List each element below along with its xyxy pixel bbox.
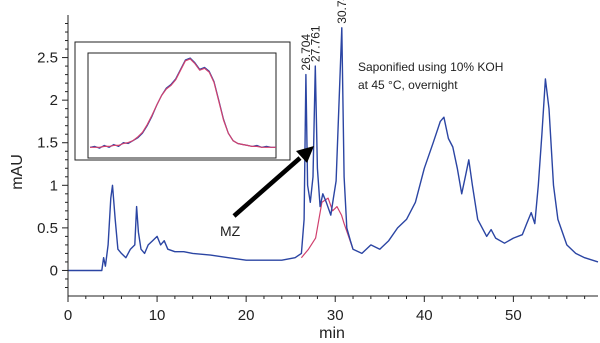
y-tick-label: 2 [50, 92, 58, 109]
y-tick-label: 0 [50, 262, 58, 279]
inset-trace-pink [90, 58, 276, 148]
x-tick-label: 0 [64, 307, 72, 324]
x-axis-title: min [319, 325, 345, 342]
x-tick-label: 40 [416, 307, 433, 324]
peak-label: 27.761 [308, 25, 322, 62]
axes: 0 10 20 30 40 50 0 0.5 1 1.5 2 2.5 [37, 15, 598, 324]
y-tick-label: 1.5 [37, 135, 58, 152]
y-axis-title: mAU [9, 154, 26, 190]
peak-label: 26.704 [299, 34, 313, 71]
inset-chart [74, 41, 291, 161]
annotation-note-line1: Saponified using 10% KOH [358, 60, 503, 74]
y-tick-label: 0.5 [37, 220, 58, 237]
main-trace-line [68, 27, 599, 272]
annotation-note-line2: at 45 °C, overnight [358, 78, 458, 92]
y-tick-label: 1 [50, 177, 58, 194]
baseline-fit-line [300, 197, 354, 259]
x-tick-label: 30 [327, 307, 344, 324]
plot-area [68, 27, 599, 272]
mz-arrow [232, 146, 314, 218]
y-tick-label: 2.5 [37, 50, 58, 67]
x-tick-label: 50 [505, 307, 522, 324]
x-tick-label: 20 [238, 307, 255, 324]
x-tick-label: 10 [149, 307, 166, 324]
mz-label: MZ [220, 223, 241, 239]
peak-label: 30.740 [335, 0, 349, 24]
